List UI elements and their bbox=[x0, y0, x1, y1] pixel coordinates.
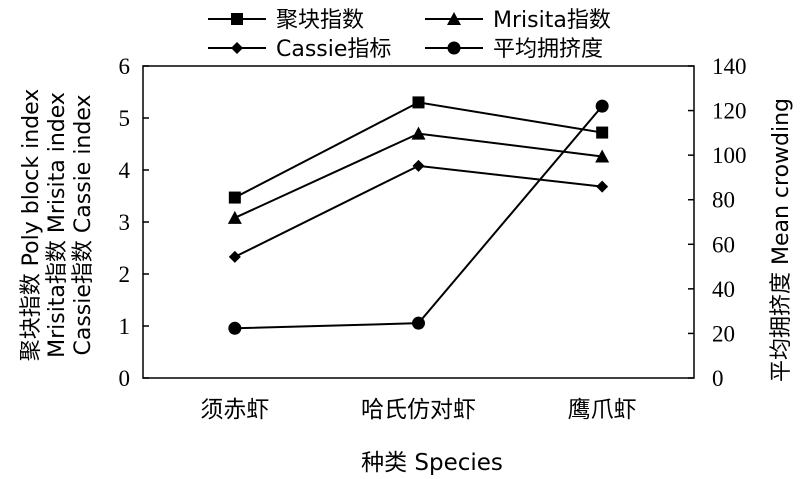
right-axis-title: 平均拥挤度 Mean crowding bbox=[769, 98, 794, 382]
x-axis-category-label: 哈氏仿对虾 bbox=[361, 397, 476, 423]
legend: 聚块指数 Mrisita指数 Cassie指标 平均拥挤度 bbox=[208, 8, 611, 62]
legend-item: 聚块指数 bbox=[208, 8, 364, 33]
x-axis-category-label: 鹰爪虾 bbox=[568, 397, 637, 423]
left-axis-tick-label: 3 bbox=[119, 210, 131, 235]
series-point bbox=[412, 96, 425, 109]
right-axis-tick-label: 40 bbox=[712, 277, 735, 302]
series-point bbox=[595, 99, 609, 113]
right-axis-tick-label: 80 bbox=[712, 188, 735, 213]
legend-marker bbox=[447, 41, 461, 55]
x-axis: 须赤虾 哈氏仿对虾 鹰爪虾 bbox=[200, 397, 636, 423]
legend-item: 平均拥挤度 bbox=[425, 37, 603, 62]
series-3 bbox=[228, 159, 609, 263]
right-axis-tick-label: 20 bbox=[712, 321, 735, 346]
legend-item: Cassie指标 bbox=[208, 37, 391, 62]
series-point bbox=[228, 321, 242, 335]
series-point bbox=[228, 191, 241, 204]
legend-item: Mrisita指数 bbox=[425, 8, 611, 33]
x-axis-category-label: 须赤虾 bbox=[200, 397, 269, 423]
right-axis-tick-label: 0 bbox=[712, 366, 724, 391]
left-axis-tick-label: 4 bbox=[119, 158, 131, 183]
series-point bbox=[227, 210, 242, 224]
left-axis-title-line-3: Cassie指数 Cassie index bbox=[71, 94, 96, 355]
left-axis-tick-label: 6 bbox=[119, 54, 131, 79]
legend-label: 聚块指数 bbox=[276, 8, 364, 33]
series-layer bbox=[227, 96, 610, 335]
left-axis-tick-label: 2 bbox=[119, 262, 131, 287]
legend-marker bbox=[231, 13, 243, 25]
series-2 bbox=[227, 126, 610, 224]
series-point bbox=[412, 159, 425, 172]
left-axis-tick-label: 5 bbox=[119, 106, 131, 131]
legend-label: Mrisita指数 bbox=[493, 8, 611, 33]
right-axis-tick-label: 60 bbox=[712, 232, 735, 257]
legend-marker bbox=[447, 12, 461, 25]
right-axis-tick-label: 100 bbox=[712, 143, 747, 168]
right-axis: 0 20 40 60 80 100 120 140 bbox=[688, 54, 747, 391]
legend-label: 平均拥挤度 bbox=[493, 37, 603, 62]
series-4 bbox=[228, 99, 609, 335]
x-axis-title: 种类 Species bbox=[361, 450, 503, 476]
plot-frame bbox=[142, 65, 695, 379]
series-point bbox=[596, 180, 609, 193]
series-point bbox=[411, 126, 426, 140]
right-axis-tick-label: 120 bbox=[712, 99, 747, 124]
series-point bbox=[595, 149, 610, 163]
series-1 bbox=[228, 96, 609, 204]
series-line bbox=[234, 132, 603, 219]
left-axis-tick-label: 1 bbox=[119, 314, 131, 339]
series-point bbox=[412, 316, 425, 330]
left-axis-title-line-1: 聚块指数 Poly block index bbox=[19, 89, 44, 362]
left-axis-title-line-2: Mrisita指数 Mrisita index bbox=[45, 92, 70, 358]
series-point bbox=[228, 250, 241, 263]
plot-area-border bbox=[142, 65, 695, 379]
legend-label: Cassie指标 bbox=[276, 37, 391, 62]
left-axis: 0 1 2 3 4 5 6 bbox=[119, 54, 149, 391]
left-axis-tick-label: 0 bbox=[119, 366, 131, 391]
legend-marker bbox=[231, 42, 243, 54]
series-line bbox=[234, 164, 603, 258]
series-point bbox=[596, 126, 609, 139]
right-axis-tick-label: 140 bbox=[712, 54, 747, 79]
